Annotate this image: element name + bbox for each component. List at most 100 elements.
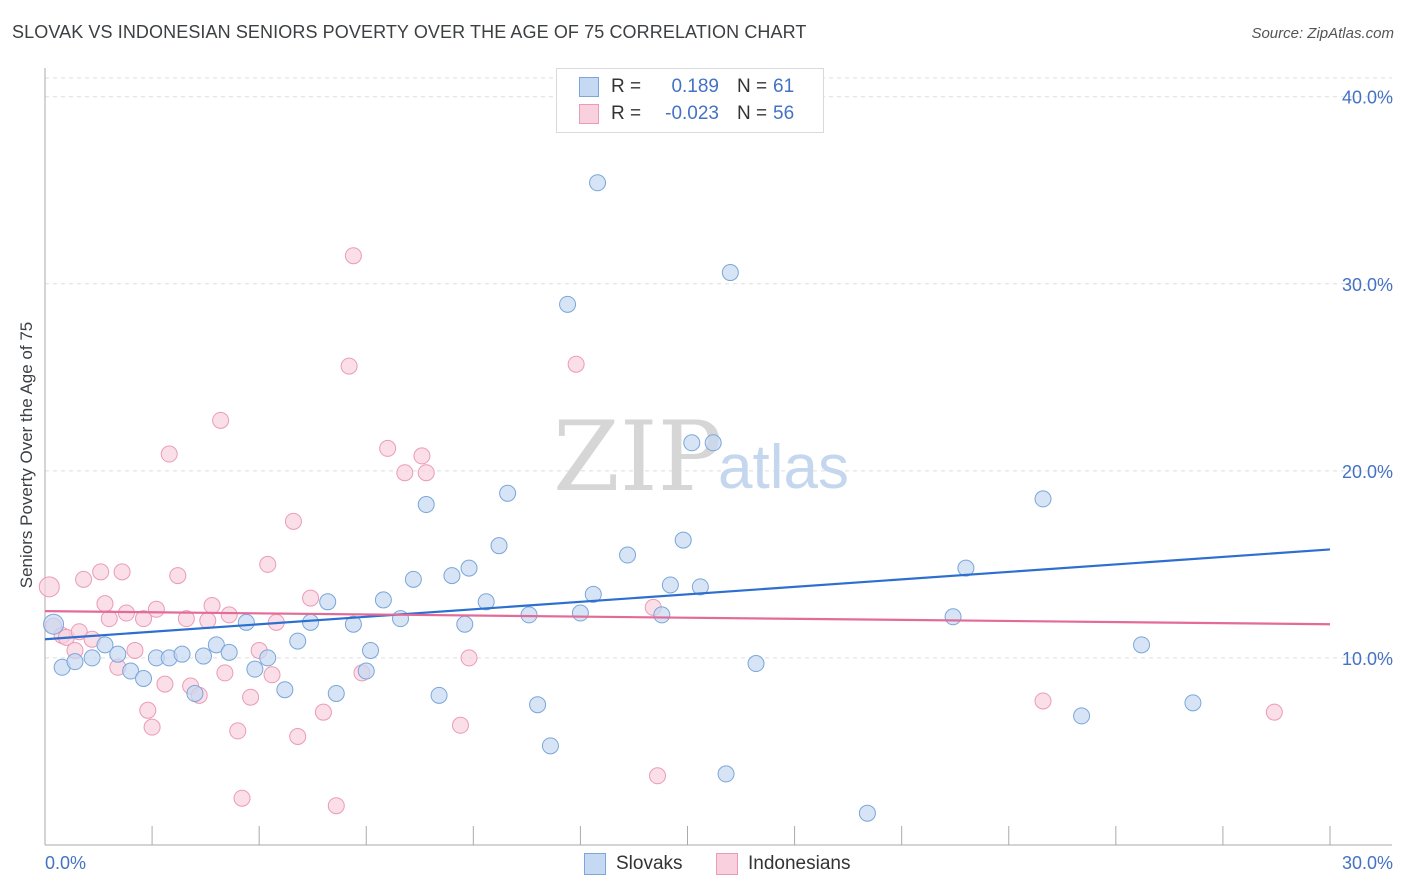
slovaks-point <box>619 546 637 564</box>
x-tick-label: 0.0% <box>45 853 86 873</box>
indonesians-point <box>451 716 469 734</box>
slovaks-point <box>704 434 722 452</box>
x-tick-label: 30.0% <box>1342 853 1393 873</box>
slovaks-point <box>43 613 65 635</box>
slovaks-point <box>1073 707 1091 725</box>
indonesians-point <box>263 666 281 684</box>
slovaks-point <box>1133 636 1151 654</box>
slovaks-point <box>571 604 589 622</box>
indonesians-point <box>199 612 217 630</box>
slovaks-point <box>499 484 517 502</box>
tick-labels: 10.0% 20.0% 30.0% 40.0% 0.0% 30.0% <box>45 88 1393 873</box>
indonesians-point <box>220 606 238 624</box>
slovaks-legend-icon <box>584 853 606 875</box>
y-tick-label: 20.0% <box>1342 462 1393 482</box>
indonesians-point <box>156 675 174 693</box>
indonesians-point <box>302 589 320 607</box>
indonesians-point <box>143 718 161 736</box>
slovaks-point <box>83 649 101 667</box>
y-tick-label: 30.0% <box>1342 275 1393 295</box>
slovaks-point <box>653 606 671 624</box>
indonesians-point <box>649 767 667 785</box>
indonesians-point <box>289 727 307 745</box>
indonesians-point <box>113 563 131 581</box>
legend-series-name: Slovaks <box>616 853 683 874</box>
slovaks-point <box>194 647 212 665</box>
bottom-legend-slovaks: Slovaks <box>584 852 683 876</box>
slovaks-point <box>66 653 84 671</box>
indonesians-point <box>417 464 435 482</box>
slovaks-point <box>460 559 478 577</box>
indonesians-point <box>38 576 60 598</box>
slovaks-point <box>246 660 264 678</box>
indonesians-point <box>460 649 478 667</box>
legend-n-label: N = <box>737 76 768 97</box>
legend-r-label: R = <box>611 76 642 97</box>
indonesians-point <box>259 555 277 573</box>
slovaks-point <box>490 537 508 555</box>
indonesians-point <box>147 600 165 618</box>
indonesians-point <box>135 610 153 628</box>
slovaks-point <box>721 264 739 282</box>
indonesians-swatch-icon <box>579 104 599 124</box>
slovaks-point <box>957 559 975 577</box>
slovaks-point <box>344 615 362 633</box>
indonesians-point <box>75 570 93 588</box>
indonesians-point <box>96 595 114 613</box>
watermark-atlas: atlas <box>718 433 849 502</box>
slovaks-swatch-icon <box>579 77 599 97</box>
indonesians-point <box>160 445 178 463</box>
indonesians-point <box>379 439 397 457</box>
slovaks-point <box>674 531 692 549</box>
indonesians-point <box>169 567 187 585</box>
indonesians-point <box>1034 692 1052 710</box>
chart-title: SLOVAK VS INDONESIAN SENIORS POVERTY OVE… <box>12 22 807 42</box>
slovaks-point <box>430 686 448 704</box>
slovaks-point <box>302 613 320 631</box>
correlation-legend: R = 0.189 N = 61 R = -0.023 N = 56 <box>556 68 824 133</box>
legend-n-label: N = <box>737 103 768 124</box>
slovaks-point <box>135 670 153 688</box>
indonesians-point <box>126 641 144 659</box>
slovaks-point <box>747 655 765 673</box>
slovaks-point <box>1184 694 1202 712</box>
indonesians-point <box>212 411 230 429</box>
indonesians-point <box>413 447 431 465</box>
slovaks-point <box>374 591 392 609</box>
axes <box>44 68 1392 846</box>
slovaks-point <box>319 593 337 611</box>
y-tick-label: 40.0% <box>1342 88 1393 108</box>
legend-n-value: 56 <box>773 103 795 124</box>
indonesians-point <box>100 610 118 628</box>
slovaks-point <box>237 613 255 631</box>
slovaks-point <box>259 649 277 667</box>
indonesians-trend-line <box>44 610 1331 626</box>
slovaks-point <box>443 567 461 585</box>
series-slovaks <box>43 174 1202 822</box>
indonesians-point <box>92 563 110 581</box>
indonesians-point <box>203 597 221 615</box>
slovaks-point <box>220 643 238 661</box>
legend-row-slovaks: R = 0.189 N = 61 <box>579 74 794 100</box>
indonesians-point <box>139 701 157 719</box>
slovaks-point <box>404 570 422 588</box>
indonesians-point <box>340 357 358 375</box>
slovaks-point <box>683 434 701 452</box>
slovaks-point <box>529 696 547 714</box>
slovaks-point <box>1034 490 1052 508</box>
slovaks-point <box>520 606 538 624</box>
y-tick-label: 10.0% <box>1342 649 1393 669</box>
indonesians-point <box>567 355 585 373</box>
indonesians-point <box>229 722 247 740</box>
y-axis-label: Seniors Poverty Over the Age of 75 <box>17 322 36 588</box>
indonesians-point <box>1265 703 1283 721</box>
slovaks-point <box>541 737 559 755</box>
slovaks-point <box>109 645 127 663</box>
indonesians-point <box>177 610 195 628</box>
slovaks-point <box>173 645 191 663</box>
slovaks-point <box>417 496 435 514</box>
bottom-legend-indonesians: Indonesians <box>716 852 850 876</box>
slovaks-point <box>717 765 735 783</box>
slovaks-point <box>186 684 204 702</box>
